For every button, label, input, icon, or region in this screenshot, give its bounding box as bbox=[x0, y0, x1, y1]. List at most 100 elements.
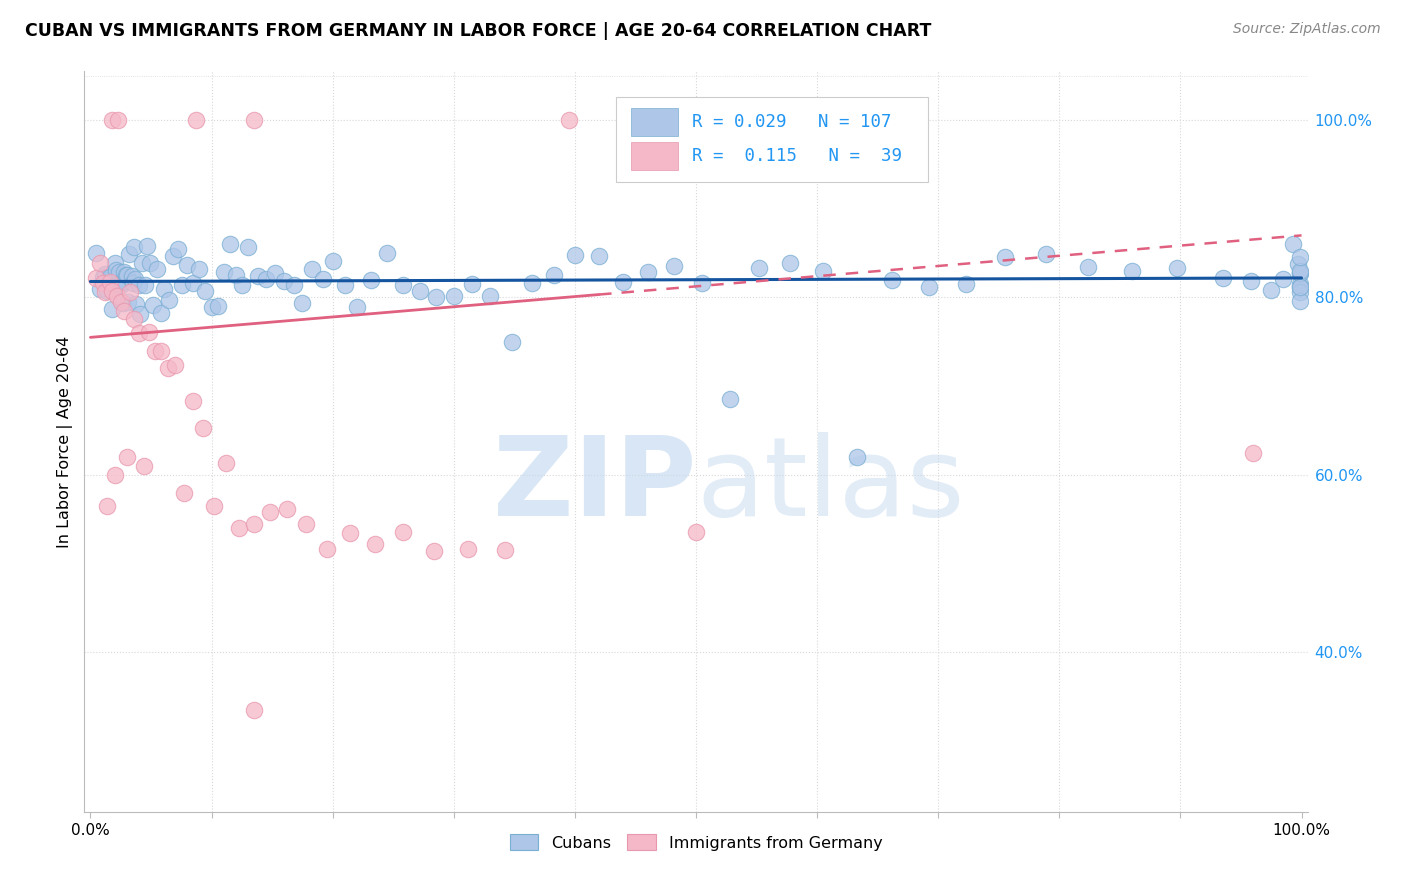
Point bbox=[184, 113, 207, 128]
Point bbox=[312, 272, 335, 286]
Point bbox=[1241, 445, 1264, 459]
Point bbox=[104, 263, 127, 277]
Point bbox=[124, 271, 146, 285]
Point bbox=[105, 288, 128, 302]
Point bbox=[112, 304, 135, 318]
Point bbox=[917, 280, 939, 294]
Point bbox=[955, 277, 977, 291]
Point bbox=[392, 277, 415, 292]
Point bbox=[122, 240, 145, 254]
Point bbox=[120, 285, 142, 300]
Point bbox=[360, 272, 382, 286]
Point bbox=[157, 293, 180, 307]
Point bbox=[142, 298, 165, 312]
Point bbox=[295, 517, 318, 532]
Point bbox=[301, 262, 323, 277]
Point bbox=[96, 285, 118, 299]
Point bbox=[149, 344, 172, 359]
Point bbox=[228, 521, 250, 535]
Point bbox=[101, 113, 124, 128]
Point bbox=[461, 277, 484, 291]
Point bbox=[172, 277, 194, 292]
Point bbox=[1121, 264, 1143, 278]
Point bbox=[118, 247, 141, 261]
Point bbox=[107, 113, 129, 128]
Point bbox=[173, 485, 195, 500]
Point bbox=[1240, 274, 1263, 288]
Point bbox=[273, 274, 295, 288]
Point bbox=[522, 277, 544, 291]
Point bbox=[243, 113, 266, 128]
Point bbox=[91, 276, 114, 290]
Point bbox=[183, 276, 205, 290]
Point bbox=[143, 344, 166, 359]
Point bbox=[443, 289, 465, 303]
Point bbox=[112, 296, 135, 310]
Point bbox=[94, 285, 117, 299]
Point bbox=[236, 240, 259, 254]
Point bbox=[104, 467, 127, 482]
Point bbox=[114, 268, 136, 282]
Point bbox=[110, 277, 132, 292]
Point bbox=[501, 334, 523, 349]
Point bbox=[115, 268, 138, 283]
FancyBboxPatch shape bbox=[616, 97, 928, 183]
Point bbox=[138, 325, 160, 339]
Text: atlas: atlas bbox=[696, 433, 965, 540]
Y-axis label: In Labor Force | Age 20-64: In Labor Force | Age 20-64 bbox=[58, 335, 73, 548]
Point bbox=[89, 282, 111, 296]
Point bbox=[1272, 272, 1295, 286]
Point bbox=[1212, 271, 1234, 285]
Text: R = 0.029   N = 107: R = 0.029 N = 107 bbox=[692, 112, 891, 131]
Point bbox=[166, 242, 188, 256]
Point bbox=[225, 268, 247, 282]
Point bbox=[364, 537, 387, 551]
Point bbox=[165, 358, 187, 372]
Point bbox=[134, 277, 156, 292]
Point bbox=[117, 295, 139, 310]
Point bbox=[200, 300, 222, 314]
Point bbox=[218, 236, 240, 251]
Bar bbox=[631, 108, 678, 136]
Point bbox=[122, 312, 145, 326]
Point bbox=[97, 273, 120, 287]
Point bbox=[101, 301, 124, 316]
Point bbox=[108, 265, 131, 279]
Point bbox=[183, 393, 205, 408]
Point bbox=[111, 275, 134, 289]
Point bbox=[98, 270, 121, 285]
Point bbox=[882, 273, 904, 287]
Point bbox=[1260, 283, 1282, 297]
Point bbox=[315, 541, 337, 556]
Point bbox=[176, 258, 198, 272]
Point bbox=[1289, 277, 1312, 292]
Point bbox=[494, 543, 516, 558]
Point bbox=[215, 456, 238, 470]
Point bbox=[690, 276, 713, 290]
Point bbox=[718, 392, 741, 407]
Point bbox=[254, 272, 277, 286]
Point bbox=[748, 261, 770, 276]
Point bbox=[1166, 260, 1188, 275]
Point bbox=[779, 256, 801, 270]
Point bbox=[212, 265, 235, 279]
Text: CUBAN VS IMMIGRANTS FROM GERMANY IN LABOR FORCE | AGE 20-64 CORRELATION CHART: CUBAN VS IMMIGRANTS FROM GERMANY IN LABO… bbox=[25, 22, 932, 40]
Point bbox=[1289, 280, 1312, 294]
Point bbox=[263, 266, 285, 280]
Point bbox=[191, 421, 214, 435]
Point bbox=[1035, 247, 1057, 261]
Point bbox=[637, 265, 659, 279]
Point bbox=[479, 289, 502, 303]
Point bbox=[112, 265, 135, 279]
Point bbox=[105, 281, 128, 295]
Point bbox=[863, 113, 886, 128]
Point bbox=[115, 450, 138, 464]
Point bbox=[339, 525, 361, 540]
Point bbox=[1289, 250, 1312, 264]
Point bbox=[1289, 293, 1312, 308]
Point bbox=[259, 505, 281, 519]
Point bbox=[243, 516, 266, 531]
Point bbox=[89, 256, 111, 270]
Point bbox=[107, 277, 129, 292]
Point bbox=[121, 269, 143, 284]
